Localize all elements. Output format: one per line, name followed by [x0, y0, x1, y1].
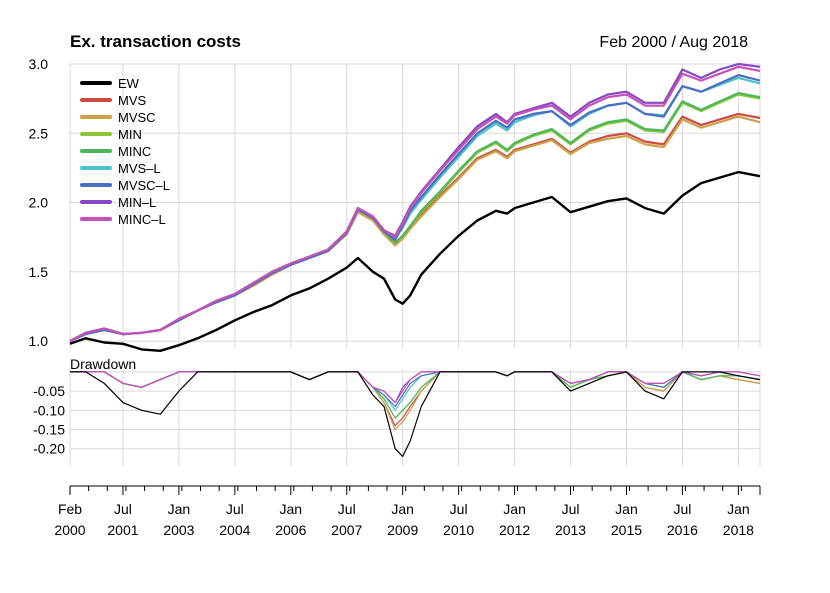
x-tick-label-month: Jul [562, 501, 580, 517]
series-line-minc-l [69, 65, 761, 343]
drawdown-line-minc [70, 371, 761, 419]
top-ytick-label: 1.0 [29, 333, 49, 349]
drawdown-line-ew [70, 371, 761, 457]
x-tick-label-year: 2006 [275, 522, 306, 538]
legend-label-mvs-l: MVS–L [118, 161, 161, 176]
legend-label-ew: EW [118, 76, 140, 91]
x-tick-label-month: Jan [280, 501, 303, 517]
series-line-mvs [69, 112, 761, 343]
x-tick-label-month: Jul [114, 501, 132, 517]
series-line-ew [69, 170, 761, 352]
x-tick-label-year: 2013 [555, 522, 586, 538]
top-ytick-label: 1.5 [29, 264, 49, 280]
dd-ytick-label: -0.15 [33, 422, 65, 438]
dd-ytick-label: -0.10 [33, 402, 65, 418]
x-tick-label-month: Feb [58, 501, 82, 517]
legend-label-mvsc: MVSC [118, 110, 156, 125]
legend-label-mvs: MVS [118, 93, 147, 108]
top-panel-y-axis: 1.0 1.5 2.0 2.5 3.0 [29, 56, 49, 349]
drawdown-label: Drawdown [70, 356, 136, 372]
legend: EW MVS MVSC MIN MINC MVS–L MVSC–L MIN–L MINC–L [80, 76, 170, 227]
x-axis: Feb 2000 Jul 2001 Jan 2003 Jul 2004 Jan 2006 Jul 20… [54, 485, 761, 538]
x-tick-label-month: Jan [391, 501, 414, 517]
x-tick-label-month: Jan [503, 501, 526, 517]
x-tick-label-month: Jan [168, 501, 191, 517]
x-tick-label-month: Jul [673, 501, 691, 517]
drawdown-line-min [70, 371, 761, 419]
drawdown-panel-grid [69, 370, 761, 466]
legend-label-minc: MINC [118, 144, 151, 159]
top-ytick-label: 2.5 [29, 125, 49, 141]
legend-label-min: MIN [118, 127, 142, 142]
x-tick-label-year: 2007 [331, 522, 362, 538]
drawdown-panel-series [70, 371, 761, 457]
x-tick-label-month: Jul [226, 501, 244, 517]
top-panel-series [69, 62, 761, 352]
x-tick-label-year: 2016 [667, 522, 698, 538]
x-tick-label-year: 2001 [107, 522, 138, 538]
dd-ytick-label: -0.20 [33, 441, 65, 457]
legend-label-min-l: MIN–L [118, 195, 156, 210]
x-tick-label-month: Jan [727, 501, 750, 517]
x-tick-label-year: 2000 [54, 522, 85, 538]
date-range-label: Feb 2000 / Aug 2018 [599, 34, 748, 51]
x-tick-label-year: 2015 [611, 522, 642, 538]
dd-ytick-label: -0.05 [33, 383, 65, 399]
x-tick-label-year: 2004 [219, 522, 250, 538]
legend-label-minc-l: MINC–L [118, 212, 166, 227]
chart-title: Ex. transaction costs [70, 32, 241, 51]
top-ytick-label: 3.0 [29, 56, 49, 72]
top-ytick-label: 2.0 [29, 195, 49, 211]
x-tick-label-month: Jul [338, 501, 356, 517]
drawdown-panel-y-axis: -0.05 -0.10 -0.15 -0.20 [33, 383, 65, 457]
x-tick-label-month: Jan [615, 501, 638, 517]
legend-label-mvsc-l: MVSC–L [118, 178, 170, 193]
x-tick-label-year: 2010 [443, 522, 474, 538]
x-tick-label-year: 2009 [387, 522, 418, 538]
x-tick-label-month: Jul [450, 501, 468, 517]
series-line-mvs-l [69, 76, 761, 343]
series-line-minc [69, 91, 761, 343]
drawdown-line-minc-l [70, 371, 761, 404]
x-tick-label-year: 2003 [163, 522, 194, 538]
x-tick-label-year: 2012 [499, 522, 530, 538]
x-tick-label-year: 2018 [723, 522, 754, 538]
series-line-mvsc [69, 115, 761, 343]
